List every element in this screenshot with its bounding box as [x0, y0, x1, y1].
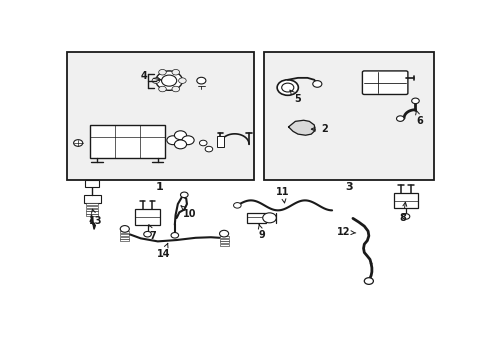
Bar [135, 209, 159, 225]
Bar [89, 125, 165, 158]
Bar [86, 209, 98, 211]
Polygon shape [288, 120, 314, 135]
Circle shape [277, 80, 298, 95]
Circle shape [171, 233, 178, 238]
Circle shape [199, 140, 206, 146]
Circle shape [74, 140, 82, 146]
Text: 6: 6 [415, 110, 422, 126]
Bar [86, 206, 98, 208]
Bar [219, 242, 228, 243]
Bar [120, 237, 129, 239]
Bar [120, 231, 129, 233]
Bar [393, 193, 417, 208]
Bar [86, 214, 98, 216]
Text: 7: 7 [148, 225, 156, 242]
Text: 5: 5 [289, 90, 301, 104]
Circle shape [159, 69, 166, 75]
Bar [120, 234, 129, 236]
Text: 10: 10 [181, 206, 196, 219]
Bar [219, 236, 228, 238]
Bar [246, 213, 265, 223]
Circle shape [120, 226, 129, 232]
Bar [264, 51, 433, 180]
Bar [120, 239, 129, 242]
Circle shape [411, 98, 418, 104]
Text: 3: 3 [345, 183, 352, 192]
Bar [216, 136, 224, 147]
Circle shape [152, 78, 159, 84]
Circle shape [172, 69, 179, 75]
Circle shape [312, 81, 321, 87]
Circle shape [205, 146, 212, 152]
Circle shape [401, 214, 409, 219]
Circle shape [172, 86, 179, 92]
Circle shape [180, 192, 188, 198]
Text: 1: 1 [156, 183, 163, 192]
Circle shape [156, 71, 182, 90]
Text: 2: 2 [311, 124, 327, 134]
Text: 13: 13 [88, 209, 102, 226]
Text: 9: 9 [258, 224, 265, 240]
Bar [84, 195, 101, 203]
Circle shape [262, 213, 276, 223]
Text: 12: 12 [336, 227, 355, 237]
Circle shape [182, 136, 194, 145]
Circle shape [159, 86, 166, 92]
Bar [86, 203, 98, 205]
Circle shape [166, 136, 179, 145]
Circle shape [174, 131, 186, 140]
FancyBboxPatch shape [362, 71, 407, 94]
Bar [67, 51, 254, 180]
Circle shape [161, 75, 176, 86]
Bar [85, 180, 99, 186]
Circle shape [364, 278, 373, 284]
Text: 14: 14 [156, 243, 170, 259]
Circle shape [178, 78, 186, 84]
Text: 11: 11 [276, 186, 289, 203]
Circle shape [174, 140, 186, 149]
Circle shape [219, 230, 228, 237]
Text: 8: 8 [399, 202, 406, 224]
Circle shape [396, 116, 403, 121]
Circle shape [281, 83, 293, 92]
Circle shape [233, 203, 241, 208]
Circle shape [196, 77, 205, 84]
Circle shape [143, 231, 151, 237]
Bar [219, 239, 228, 240]
Bar [219, 244, 228, 246]
Text: 4: 4 [141, 72, 161, 81]
Bar [86, 211, 98, 214]
